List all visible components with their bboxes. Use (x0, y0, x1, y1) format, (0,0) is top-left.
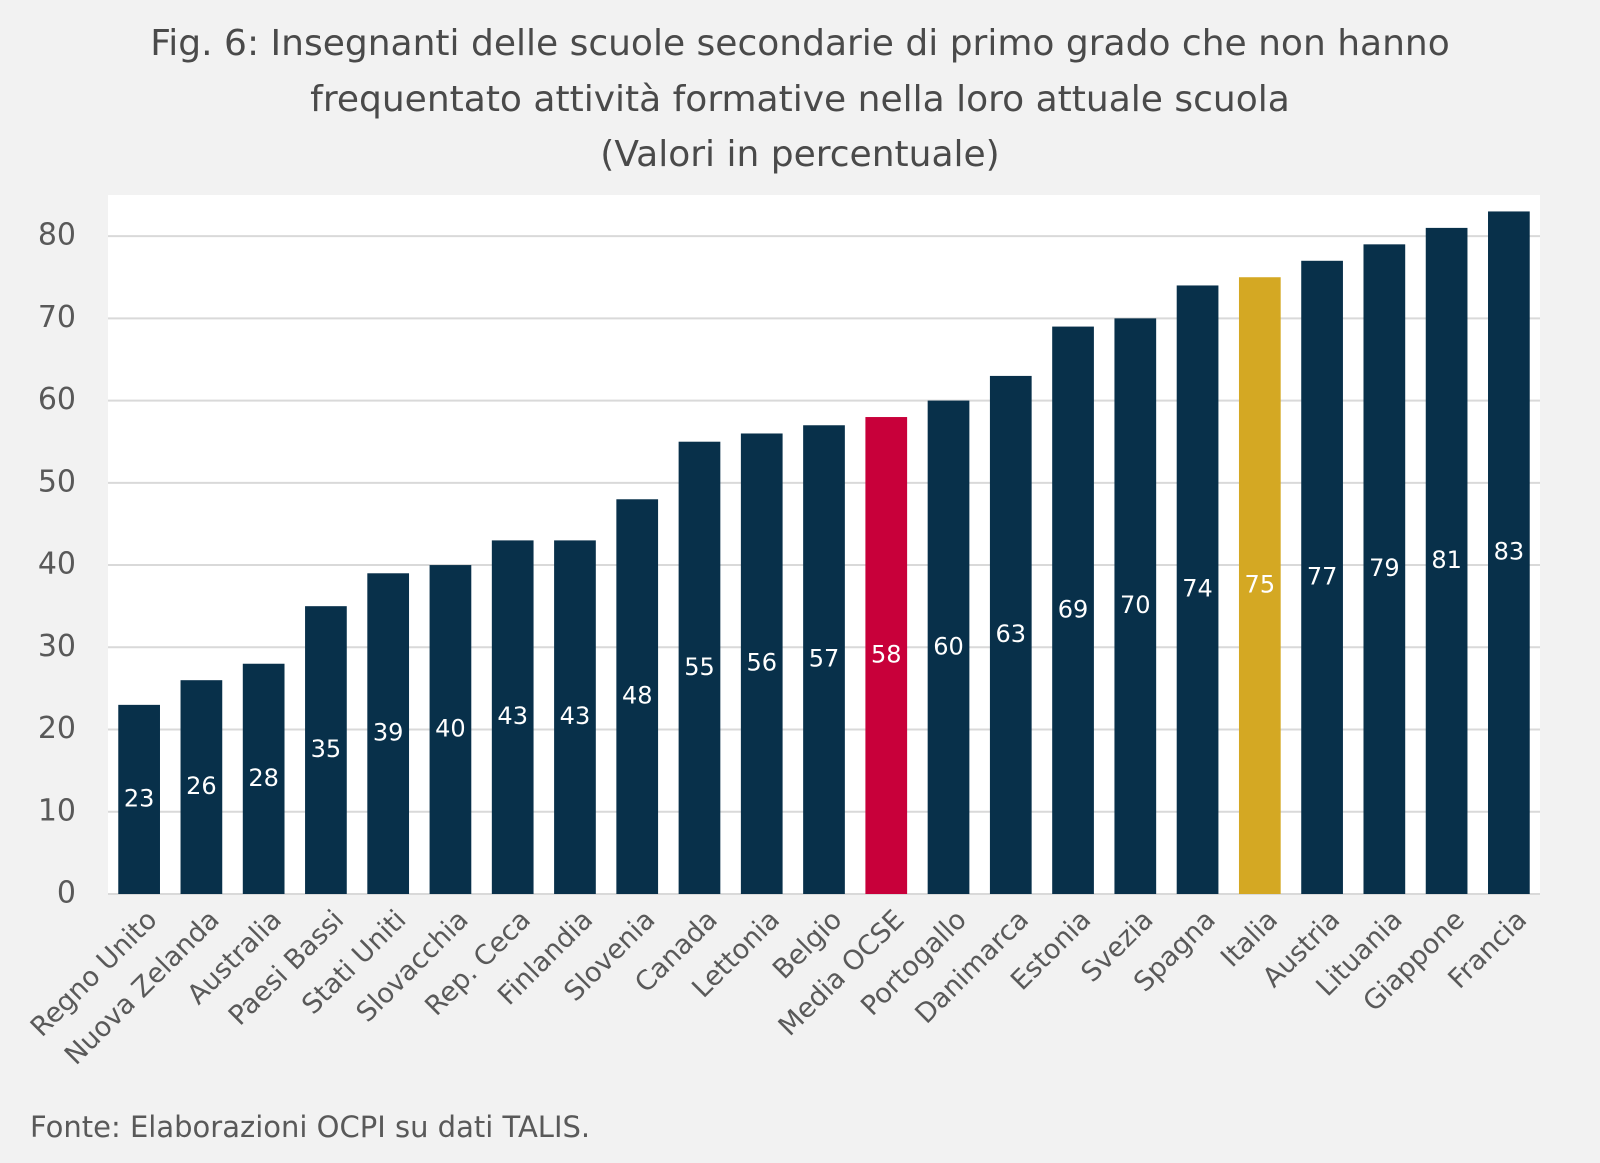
bar (927, 400, 970, 894)
value-label: 77 (1307, 562, 1338, 590)
value-label: 28 (248, 764, 279, 792)
bar (554, 540, 596, 894)
y-tick-label: 80 (38, 218, 76, 253)
header: Fig. 6: Insegnanti delle scuole secondar… (0, 16, 1600, 182)
value-label: 81 (1431, 546, 1462, 574)
value-label: 23 (124, 784, 155, 812)
value-label: 40 (435, 715, 466, 743)
value-label: 43 (560, 702, 591, 730)
bar (989, 375, 1032, 895)
bar (865, 417, 908, 894)
bar (803, 425, 845, 894)
bar (1488, 211, 1530, 895)
y-tick-label: 60 (38, 382, 76, 417)
y-tick-label: 10 (38, 793, 76, 828)
bar (1114, 318, 1157, 895)
bar (1425, 227, 1468, 895)
y-tick-label: 50 (38, 464, 76, 499)
value-label: 26 (186, 772, 217, 800)
value-label: 79 (1369, 554, 1400, 582)
value-label: 75 (1245, 571, 1276, 599)
y-tick-label: 40 (38, 547, 76, 582)
value-label: 39 (373, 719, 404, 747)
bar (118, 704, 160, 894)
value-label: 48 (622, 682, 653, 710)
y-tick-label: 20 (38, 711, 76, 746)
y-tick-label: 0 (57, 876, 76, 911)
value-label: 69 (1058, 595, 1089, 623)
bar (1301, 260, 1343, 895)
bar (367, 573, 410, 894)
bar (242, 663, 285, 894)
value-label: 74 (1182, 575, 1213, 603)
value-label: 58 (871, 641, 902, 669)
bar (740, 433, 783, 894)
bar (616, 499, 659, 894)
bar (180, 680, 223, 894)
value-label: 83 (1494, 538, 1525, 566)
value-label: 63 (996, 620, 1027, 648)
value-label: 57 (809, 645, 840, 673)
value-label: 43 (497, 702, 528, 730)
bar (305, 606, 347, 894)
source-note: Fonte: Elaborazioni OCPI su dati TALIS. (30, 1110, 591, 1144)
bar (1176, 285, 1219, 894)
value-label: 35 (311, 735, 342, 763)
bar (1052, 326, 1094, 894)
bar (429, 565, 472, 894)
chart-subtitle: (Valori in percentuale) (600, 134, 1000, 175)
y-tick-label: 70 (38, 300, 76, 335)
y-tick-label: 30 (38, 629, 76, 664)
value-label: 60 (933, 632, 964, 660)
bar (491, 540, 534, 894)
value-label: 70 (1120, 591, 1151, 619)
bar (1363, 244, 1406, 894)
value-label: 55 (684, 653, 715, 681)
value-label: 56 (746, 649, 777, 677)
bar (1238, 277, 1281, 894)
bar (678, 441, 721, 894)
chart-title: Fig. 6: Insegnanti delle scuole secondar… (150, 23, 1450, 120)
